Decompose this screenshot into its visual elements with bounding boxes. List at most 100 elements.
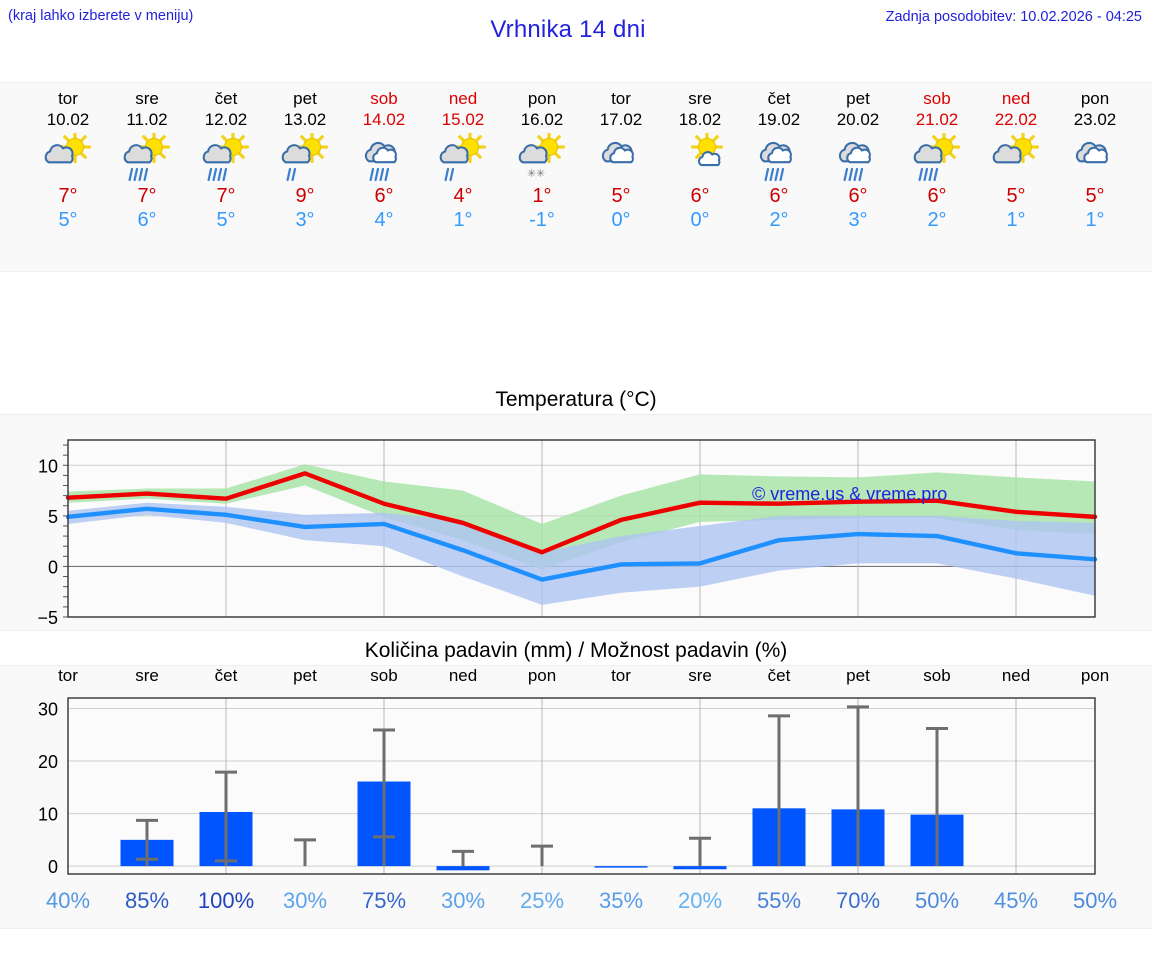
- forecast-day-column[interactable]: pet 13.02 9° 3°: [266, 83, 345, 232]
- temperature-low: 2°: [927, 209, 947, 231]
- precipitation-day-label: tor: [611, 666, 631, 685]
- temperature-chart-panel: −5 0 5 10 © vreme.us & vreme.pro: [0, 414, 1152, 631]
- sun-cloud-icon: [44, 133, 92, 164]
- y-axis-tick-label: 5: [48, 507, 58, 527]
- precipitation-day-label: čet: [767, 666, 791, 685]
- weather-icon-wrap: [977, 132, 1056, 184]
- temperature-low: 6°: [137, 209, 157, 231]
- cloud-icon: [1075, 141, 1108, 164]
- precipitation-chart: 0 10 20 30: [38, 697, 1096, 877]
- weather-icon-wrap: [108, 132, 187, 184]
- cloud-rain-icon: [364, 141, 397, 182]
- temperature-high: 4°: [453, 185, 473, 207]
- forecast-day-column[interactable]: ned 22.02 5° 1°: [977, 83, 1056, 232]
- day-date: 13.02: [283, 110, 327, 129]
- forecast-day-column[interactable]: sre 11.02 7° 6°: [108, 83, 187, 232]
- temperature-low: 1°: [1006, 209, 1026, 231]
- precipitation-probability: 50%: [914, 888, 960, 913]
- day-date: 22.02: [994, 110, 1038, 129]
- temperature-high: 5°: [1085, 185, 1105, 207]
- precipitation-bar[interactable]: [673, 866, 727, 870]
- svg-text:✳: ✳: [527, 167, 536, 180]
- forecast-day-column[interactable]: tor 10.02 7° 5°: [29, 83, 108, 232]
- precipitation-chart-title: Količina padavin (mm) / Možnost padavin …: [0, 631, 1152, 665]
- precipitation-probability: 20%: [677, 888, 723, 913]
- temperature-low: 3°: [295, 209, 315, 231]
- spacer: [0, 272, 1152, 380]
- day-name: tor: [58, 89, 78, 108]
- weather-icon-wrap: [740, 132, 819, 184]
- temperature-high: 5°: [1006, 185, 1026, 207]
- temperature-low: 5°: [216, 209, 236, 231]
- temperature-high: 7°: [137, 185, 157, 207]
- weather-icon-wrap: [345, 132, 424, 184]
- cloud-rain-icon: [759, 141, 792, 182]
- forecast-day-column[interactable]: čet 12.02 7° 5°: [187, 83, 266, 232]
- precipitation-day-label: sre: [135, 666, 159, 685]
- temperature-low: 4°: [374, 209, 394, 231]
- day-name: čet: [767, 89, 791, 108]
- forecast-day-column[interactable]: pet 20.02 6° 3°: [819, 83, 898, 232]
- precipitation-probability: 25%: [519, 888, 565, 913]
- temperature-low: -1°: [529, 209, 555, 231]
- day-date: 20.02: [836, 110, 880, 129]
- sun-cloud-rain-light-icon: [281, 133, 329, 182]
- temperature-high: 6°: [927, 185, 947, 207]
- precipitation-probability: 30%: [282, 888, 328, 913]
- precipitation-probability: 40%: [45, 888, 91, 913]
- temperature-high: 6°: [848, 185, 868, 207]
- day-name: sre: [688, 89, 712, 108]
- temperature-low: 1°: [1085, 209, 1105, 231]
- temperature-low: 5°: [58, 209, 78, 231]
- precipitation-day-label: ned: [1001, 666, 1031, 685]
- sun-cloud-small-icon: [690, 133, 724, 167]
- day-name: pet: [293, 89, 317, 108]
- precipitation-probability: 55%: [756, 888, 802, 913]
- weather-icon-wrap: [29, 132, 108, 184]
- precipitation-probability: 30%: [440, 888, 486, 913]
- menu-hint-text: (kraj lahko izberete v meniju): [8, 8, 194, 24]
- day-name: pet: [846, 89, 870, 108]
- temperature-high: 1°: [532, 185, 552, 207]
- temperature-low: 0°: [690, 209, 710, 231]
- y-axis-tick-label: 10: [38, 456, 58, 476]
- forecast-day-column[interactable]: ned 15.02 4° 1°: [424, 83, 503, 232]
- forecast-day-column[interactable]: sre 18.02 6° 0°: [661, 83, 740, 232]
- day-date: 11.02: [126, 110, 168, 129]
- forecast-day-column[interactable]: sob 14.02 6° 4°: [345, 83, 424, 232]
- temperature-low: 3°: [848, 209, 868, 231]
- weather-icon-wrap: [424, 132, 503, 184]
- forecast-day-column[interactable]: pon 16.02 ✳ ✳ 1° -1°: [503, 83, 582, 232]
- temperature-high: 6°: [769, 185, 789, 207]
- temperature-high: 6°: [690, 185, 710, 207]
- forecast-day-column[interactable]: pon 23.02 5° 1°: [1056, 83, 1135, 232]
- weather-icon-wrap: [266, 132, 345, 184]
- precipitation-probability: 85%: [124, 888, 170, 913]
- day-date: 14.02: [362, 110, 406, 129]
- day-date: 10.02: [46, 110, 90, 129]
- sun-cloud-rain-icon: [913, 133, 961, 182]
- sun-cloud-icon: [992, 133, 1040, 164]
- day-name: sob: [923, 89, 951, 108]
- temperature-high: 9°: [295, 185, 315, 207]
- sun-cloud-snow-icon: ✳ ✳: [518, 133, 566, 180]
- precipitation-chart-panel: tor sre čet pet sob ned pon tor sre čet pet sob ned p…: [0, 665, 1152, 929]
- precipitation-day-labels: tor sre čet pet sob ned pon tor sre čet pet sob ned p…: [0, 666, 1152, 688]
- y-axis-tick-label: 30: [38, 700, 58, 720]
- precipitation-day-label: čet: [214, 666, 238, 685]
- temperature-range-band: [68, 464, 1095, 570]
- weather-icon-wrap: [187, 132, 266, 184]
- forecast-day-column[interactable]: čet 19.02 6° 2°: [740, 83, 819, 232]
- precipitation-day-label: pon: [527, 666, 557, 685]
- precipitation-day-label: sob: [370, 666, 398, 685]
- sun-cloud-rain-icon: [123, 133, 171, 182]
- forecast-day-column[interactable]: tor 17.02 5° 0°: [582, 83, 661, 232]
- precipitation-bar[interactable]: [436, 866, 490, 871]
- precipitation-bar[interactable]: [594, 866, 648, 868]
- day-name: čet: [214, 89, 238, 108]
- precipitation-probability: 100%: [197, 888, 255, 913]
- weather-icon-wrap: [661, 132, 740, 184]
- cloud-rain-icon: [838, 141, 871, 182]
- temperature-high: 7°: [216, 185, 236, 207]
- forecast-day-column[interactable]: sob 21.02 6° 2°: [898, 83, 977, 232]
